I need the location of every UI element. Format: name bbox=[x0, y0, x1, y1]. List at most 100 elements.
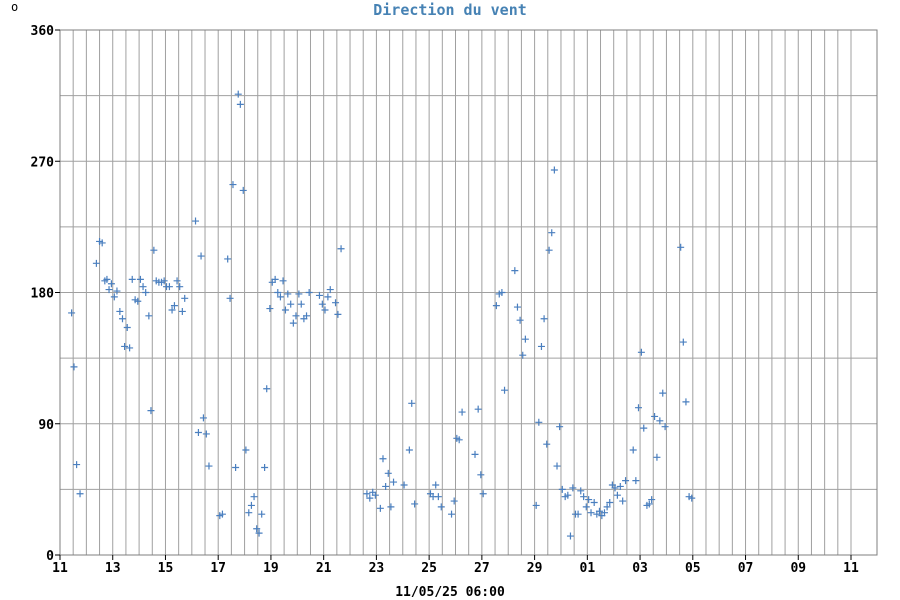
data-point bbox=[145, 312, 153, 320]
data-point bbox=[226, 294, 234, 302]
data-point bbox=[558, 485, 566, 493]
data-point bbox=[521, 335, 529, 343]
data-point bbox=[123, 324, 131, 331]
data-point bbox=[585, 496, 593, 504]
data-point bbox=[321, 306, 329, 314]
data-point bbox=[255, 529, 263, 537]
data-point bbox=[118, 315, 126, 323]
data-point bbox=[68, 309, 76, 317]
data-point bbox=[498, 289, 506, 296]
data-point bbox=[532, 501, 540, 509]
data-point bbox=[556, 423, 564, 431]
data-point bbox=[287, 300, 295, 308]
data-point bbox=[239, 186, 247, 194]
data-point bbox=[126, 344, 134, 352]
data-point bbox=[600, 509, 608, 517]
data-point bbox=[315, 291, 323, 299]
x-tick-label: 19 bbox=[263, 561, 279, 576]
data-point bbox=[234, 90, 242, 98]
data-point bbox=[543, 440, 551, 448]
data-point bbox=[434, 493, 442, 501]
data-point bbox=[492, 302, 500, 310]
data-point bbox=[564, 491, 572, 499]
data-point bbox=[303, 312, 311, 320]
data-point bbox=[553, 462, 561, 470]
data-point bbox=[458, 408, 466, 416]
data-point bbox=[192, 217, 200, 225]
data-point bbox=[279, 277, 287, 285]
data-point bbox=[224, 255, 232, 263]
data-point bbox=[511, 267, 519, 275]
data-point bbox=[648, 496, 656, 504]
y-tick-label: 0 bbox=[46, 549, 54, 564]
data-point bbox=[236, 100, 244, 108]
data-point bbox=[263, 385, 271, 393]
data-point bbox=[387, 503, 395, 511]
data-point bbox=[245, 509, 253, 517]
x-tick-label: 07 bbox=[738, 561, 754, 576]
data-point bbox=[587, 509, 595, 517]
data-point bbox=[107, 280, 115, 288]
data-point bbox=[384, 469, 392, 477]
data-point bbox=[276, 293, 284, 301]
data-point bbox=[324, 293, 332, 301]
data-point bbox=[682, 398, 690, 406]
data-point bbox=[271, 275, 279, 283]
data-point bbox=[569, 484, 577, 492]
data-point bbox=[168, 306, 176, 314]
data-point bbox=[103, 275, 111, 283]
data-point bbox=[176, 283, 184, 291]
data-point bbox=[199, 414, 207, 422]
data-point bbox=[651, 412, 659, 420]
x-tick-label: 23 bbox=[369, 561, 385, 576]
x-tick-label: 15 bbox=[158, 561, 174, 576]
data-point bbox=[603, 503, 611, 511]
x-tick-label: 03 bbox=[632, 561, 648, 576]
data-point bbox=[479, 490, 487, 498]
data-point bbox=[253, 525, 261, 533]
data-point bbox=[566, 532, 574, 540]
data-point bbox=[160, 277, 168, 285]
data-point bbox=[305, 289, 313, 296]
data-point bbox=[337, 245, 345, 253]
data-point bbox=[582, 503, 590, 511]
data-point bbox=[382, 482, 390, 490]
data-point bbox=[73, 461, 81, 469]
data-point bbox=[150, 246, 158, 254]
data-point bbox=[134, 297, 142, 305]
data-point bbox=[477, 471, 485, 479]
x-axis-label: 11/05/25 06:00 bbox=[395, 585, 505, 600]
data-point bbox=[405, 446, 413, 454]
x-tick-label: 29 bbox=[527, 561, 543, 576]
data-point bbox=[173, 277, 181, 285]
data-point bbox=[437, 503, 445, 511]
data-point bbox=[629, 446, 637, 454]
data-point bbox=[139, 283, 147, 291]
data-point bbox=[98, 239, 106, 247]
data-point bbox=[501, 386, 509, 394]
data-point bbox=[632, 477, 640, 485]
data-point bbox=[110, 293, 118, 301]
data-point bbox=[229, 181, 237, 189]
data-point bbox=[474, 405, 482, 413]
grid bbox=[60, 30, 877, 555]
y-tick-label: 180 bbox=[31, 287, 55, 302]
x-tick-label: 13 bbox=[105, 561, 121, 576]
data-point bbox=[284, 290, 292, 298]
data-point bbox=[540, 315, 548, 323]
data-point bbox=[332, 299, 340, 307]
data-point bbox=[656, 417, 664, 425]
data-point bbox=[318, 300, 326, 308]
data-point bbox=[634, 404, 642, 412]
data-point bbox=[448, 510, 456, 518]
data-point bbox=[205, 462, 213, 470]
data-point bbox=[613, 491, 621, 499]
data-point bbox=[232, 464, 240, 471]
x-tick-label: 09 bbox=[790, 561, 806, 576]
y-tick-label: 90 bbox=[38, 418, 54, 433]
data-point bbox=[170, 302, 178, 310]
y-tick-label: 270 bbox=[31, 155, 55, 170]
data-point bbox=[274, 289, 282, 296]
data-point bbox=[116, 307, 124, 315]
data-point bbox=[376, 504, 384, 512]
